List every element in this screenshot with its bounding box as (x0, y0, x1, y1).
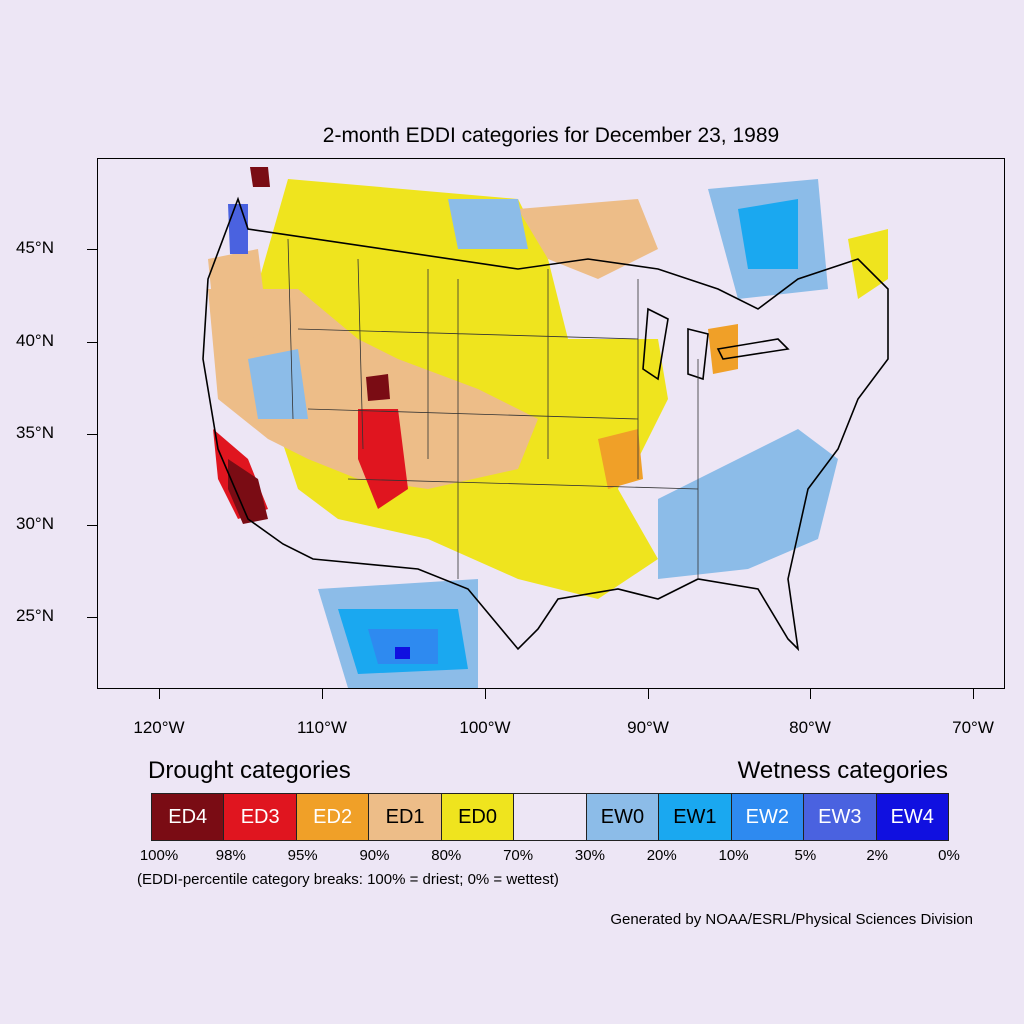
ew2-region-mexico (368, 629, 438, 664)
lat-label-40: 40°N (16, 331, 54, 350)
percentile-label: 30% (574, 847, 605, 864)
ed0-region-midwest (568, 339, 668, 469)
boundaries (202, 196, 889, 652)
percentile-label: 5% (794, 847, 817, 864)
drought-heading: Drought categories (148, 757, 351, 784)
legend-cell-ed0: ED0 (441, 794, 515, 840)
lon-tick (159, 689, 160, 699)
lon-label-70: 70°W (952, 718, 994, 737)
ed2-region-michigan (708, 324, 738, 374)
lon-tick (810, 689, 811, 699)
percentile-label: 2% (866, 847, 889, 864)
legend-cell-ed3: ED3 (224, 794, 297, 840)
lat-label-30: 30°N (16, 514, 54, 533)
lat-label-35: 35°N (16, 423, 54, 442)
ed4-region-california (228, 459, 268, 524)
lon-label-100: 100°W (459, 718, 511, 737)
percentile-label: 70% (503, 847, 534, 864)
lat-label-25: 25°N (16, 606, 54, 625)
percentile-label: 80% (431, 847, 462, 864)
legend-cell-ed1: ED1 (369, 794, 442, 840)
ew0-region-nevada (248, 349, 308, 419)
percentile-label: 98% (215, 847, 246, 864)
percentile-label: 95% (287, 847, 318, 864)
lon-tick (648, 689, 649, 699)
legend-cell-ew1: EW1 (659, 794, 732, 840)
lon-label-90: 90°W (627, 718, 669, 737)
lon-label-80: 80°W (789, 718, 831, 737)
percentile-label: 0% (938, 847, 960, 864)
ed1-region-coast (208, 249, 268, 359)
eddi-map (97, 158, 1005, 689)
legend-cell-ew3: EW3 (804, 794, 877, 840)
lon-tick (322, 689, 323, 699)
ew0-region-southeast (658, 429, 838, 579)
us-outline (202, 196, 889, 652)
legend-colorbar: ED4 ED3 ED2 ED1 ED0 EW0 EW1 EW2 EW3 EW4 (151, 793, 949, 841)
lat-tick (87, 525, 97, 526)
lon-label-110: 110°W (297, 718, 347, 737)
ed4-region-colorado (366, 374, 390, 401)
ed2-region-arkansas (598, 429, 643, 489)
lat-tick (87, 249, 97, 250)
ed0-region-northeast (848, 229, 888, 299)
legend-cell-ed4: ED4 (152, 794, 225, 840)
percentile-label: 10% (718, 847, 749, 864)
legend-cell-ew0: EW0 (586, 794, 660, 840)
lon-tick (485, 689, 486, 699)
ed3-region-southwest (358, 409, 408, 509)
ew4-region-mexico (395, 647, 410, 659)
credit-line: Generated by NOAA/ESRL/Physical Sciences… (610, 911, 973, 928)
great-lakes (642, 307, 790, 381)
legend-cell-ew2: EW2 (731, 794, 805, 840)
lat-label-45: 45°N (16, 238, 54, 257)
ew0-region-north (448, 199, 528, 249)
lon-label-120: 120°W (133, 718, 185, 737)
legend-cell-ed2: ED2 (296, 794, 370, 840)
lat-tick (87, 617, 97, 618)
state-lines (287, 238, 699, 579)
wetness-heading: Wetness categories (737, 757, 948, 784)
legend-cell-ew4: EW4 (876, 794, 948, 840)
percentile-label: 20% (646, 847, 677, 864)
ed1-region-north (518, 199, 658, 279)
category-note: (EDDI-percentile category breaks: 100% =… (137, 871, 559, 888)
lat-tick (87, 434, 97, 435)
legend-cell-neutral (514, 794, 587, 840)
lat-tick (87, 342, 97, 343)
percentile-label: 100% (139, 847, 179, 864)
ew1-region-quebec (738, 199, 798, 269)
lon-tick (973, 689, 974, 699)
percentile-label: 90% (359, 847, 390, 864)
ed4-region-idaho (250, 167, 270, 187)
ew3-region-washington (228, 204, 248, 254)
map-title: 2-month EDDI categories for December 23,… (322, 124, 780, 147)
